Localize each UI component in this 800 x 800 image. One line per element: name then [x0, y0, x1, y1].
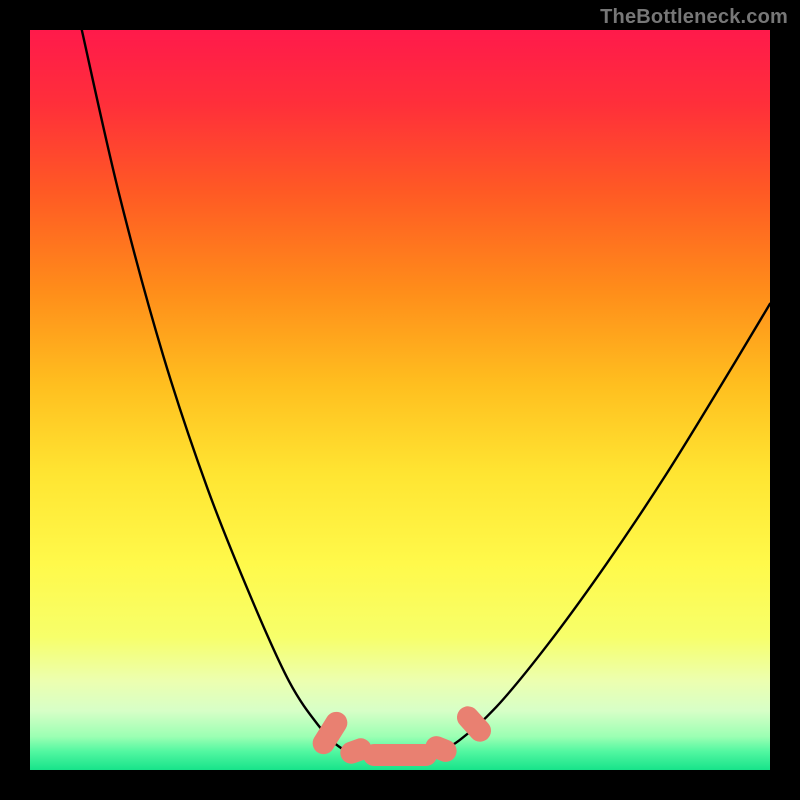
chart-frame: TheBottleneck.com	[0, 0, 800, 800]
curve-right-branch	[437, 304, 770, 753]
bottleneck-curve	[30, 30, 770, 770]
watermark-text: TheBottleneck.com	[600, 6, 788, 29]
curve-left-branch	[82, 30, 363, 754]
plot-area	[30, 30, 770, 770]
